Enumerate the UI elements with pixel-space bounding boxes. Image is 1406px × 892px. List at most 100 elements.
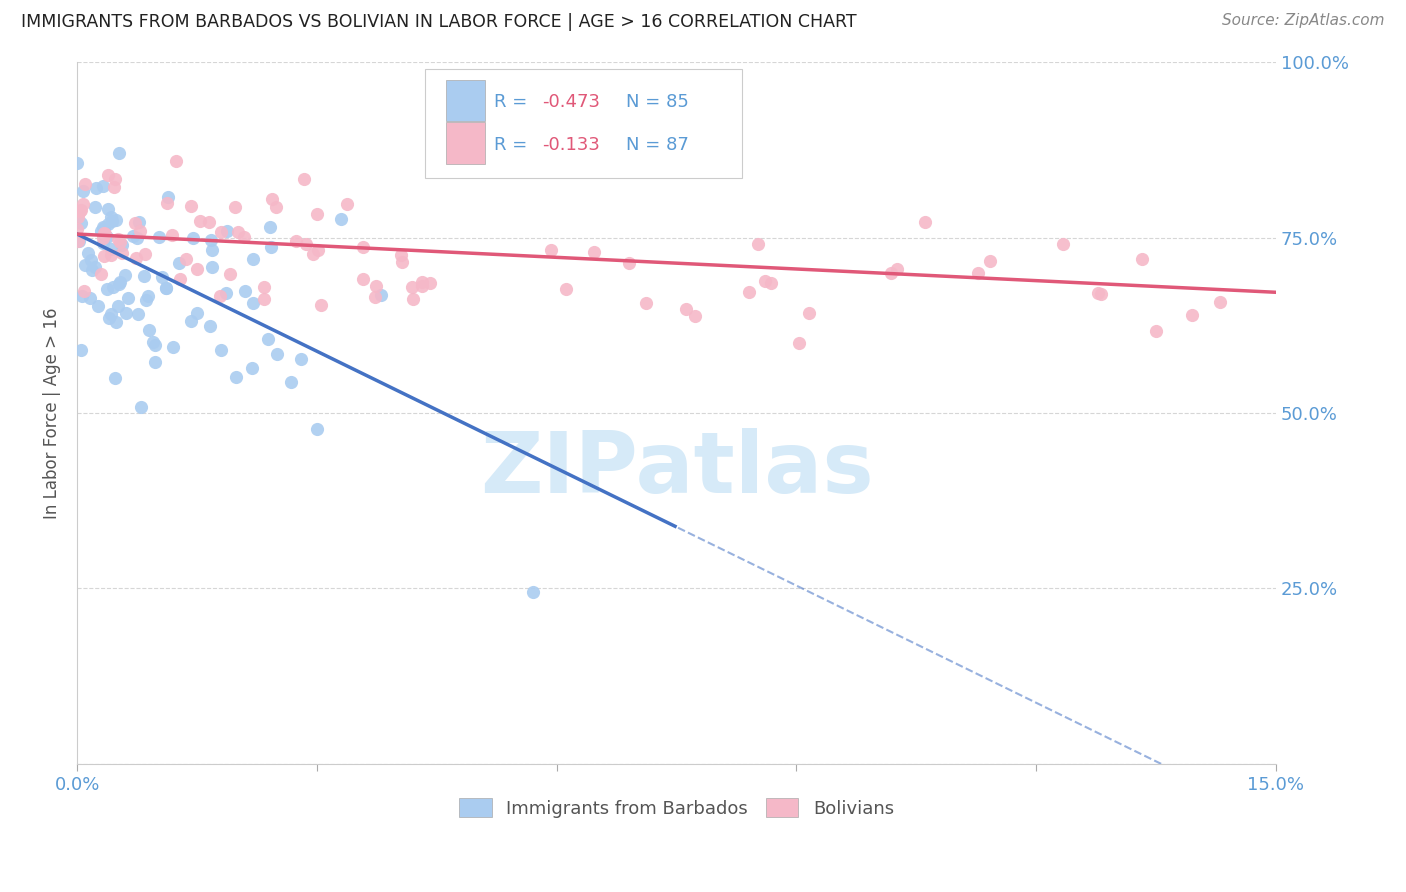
- Point: [104, 212, 127, 227]
- Point: [295, 236, 318, 251]
- Point: [69, 204, 91, 219]
- Point: [302, 247, 325, 261]
- Text: R =: R =: [495, 93, 533, 112]
- Point: [305, 422, 328, 436]
- Point: [96, 230, 118, 244]
- Point: [105, 315, 128, 329]
- Point: [389, 248, 412, 262]
- Point: [188, 214, 211, 228]
- Point: [70, 215, 93, 229]
- Text: N = 87: N = 87: [626, 136, 689, 154]
- Point: [162, 340, 184, 354]
- Point: [73, 177, 96, 191]
- Point: [966, 266, 988, 280]
- Point: [143, 337, 166, 351]
- Point: [91, 178, 114, 193]
- Point: [759, 277, 782, 291]
- Point: [98, 310, 121, 325]
- Point: [169, 271, 191, 285]
- Point: [253, 280, 276, 294]
- Point: [66, 210, 89, 224]
- Point: [242, 252, 264, 267]
- Point: [242, 296, 264, 310]
- Point: [91, 236, 114, 251]
- Point: [886, 262, 908, 277]
- Point: [209, 288, 232, 302]
- Point: [104, 371, 127, 385]
- Point: [84, 260, 107, 275]
- Point: [67, 234, 90, 248]
- Point: [94, 227, 117, 241]
- Text: IMMIGRANTS FROM BARBADOS VS BOLIVIAN IN LABOR FORCE | AGE > 16 CORRELATION CHART: IMMIGRANTS FROM BARBADOS VS BOLIVIAN IN …: [21, 13, 856, 31]
- Point: [226, 225, 249, 239]
- Point: [100, 247, 122, 261]
- Point: [155, 280, 177, 294]
- Point: [72, 184, 94, 198]
- Point: [142, 335, 165, 350]
- Point: [66, 235, 89, 249]
- Point: [128, 224, 150, 238]
- Point: [91, 231, 114, 245]
- Point: [264, 200, 287, 214]
- Point: [156, 195, 179, 210]
- Legend: Immigrants from Barbados, Bolivians: Immigrants from Barbados, Bolivians: [451, 791, 901, 825]
- Point: [110, 238, 132, 252]
- Text: -0.133: -0.133: [543, 136, 600, 154]
- Point: [77, 246, 100, 260]
- Point: [103, 280, 125, 294]
- Point: [201, 244, 224, 258]
- Point: [180, 314, 202, 328]
- Point: [685, 309, 707, 323]
- Point: [79, 292, 101, 306]
- Point: [1144, 324, 1167, 338]
- Point: [200, 260, 222, 274]
- Point: [100, 210, 122, 224]
- Point: [108, 235, 131, 250]
- Point: [100, 242, 122, 256]
- Point: [799, 305, 821, 319]
- Point: [266, 346, 288, 360]
- Point: [125, 251, 148, 265]
- Text: -0.473: -0.473: [543, 93, 600, 112]
- Point: [138, 323, 160, 337]
- Point: [257, 332, 280, 346]
- Point: [181, 230, 204, 244]
- Point: [329, 211, 352, 226]
- Point: [69, 202, 91, 217]
- Point: [111, 245, 134, 260]
- Point: [540, 243, 562, 257]
- Point: [107, 299, 129, 313]
- Point: [157, 190, 180, 204]
- Text: N = 85: N = 85: [626, 93, 689, 112]
- Point: [107, 232, 129, 246]
- Point: [555, 281, 578, 295]
- Point: [132, 268, 155, 283]
- Point: [789, 335, 811, 350]
- Point: [93, 249, 115, 263]
- Point: [252, 292, 274, 306]
- Point: [87, 299, 110, 313]
- Point: [127, 307, 149, 321]
- Point: [124, 216, 146, 230]
- Point: [259, 219, 281, 234]
- Point: [97, 202, 120, 216]
- Point: [1209, 294, 1232, 309]
- Point: [754, 274, 776, 288]
- Point: [675, 301, 697, 316]
- Point: [72, 284, 94, 298]
- Point: [70, 288, 93, 302]
- Point: [104, 171, 127, 186]
- Point: [93, 226, 115, 240]
- Point: [97, 217, 120, 231]
- Point: [114, 268, 136, 283]
- Point: [90, 267, 112, 281]
- Point: [107, 277, 129, 291]
- Point: [411, 275, 433, 289]
- Point: [110, 275, 132, 289]
- Point: [232, 230, 254, 244]
- Point: [1090, 287, 1112, 301]
- Point: [107, 146, 129, 161]
- Point: [363, 290, 385, 304]
- Point: [200, 233, 222, 247]
- Point: [1052, 237, 1074, 252]
